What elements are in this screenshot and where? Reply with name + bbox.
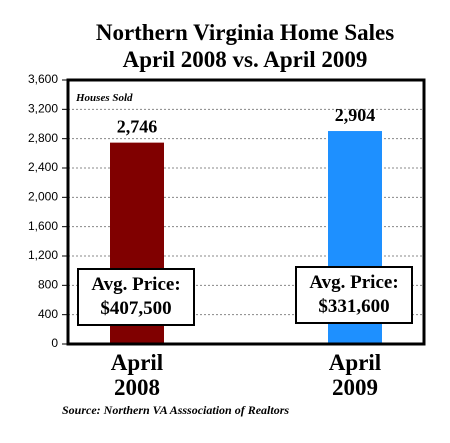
y-tick-label: 3,200 xyxy=(28,102,58,116)
y-tick-label: 800 xyxy=(38,278,58,292)
x-tick-label: April 2008 xyxy=(110,350,164,400)
y-tick-label: 0 xyxy=(51,336,58,350)
annotation-box: Avg. Price: $407,500 xyxy=(77,268,195,326)
chart-subtitle: April 2008 vs. April 2009 xyxy=(123,47,368,72)
y-tick-label: 2,000 xyxy=(28,190,58,204)
chart-title: Northern Virginia Home Sales xyxy=(96,20,394,45)
x-tick-label: April 2009 xyxy=(328,350,382,400)
y-tick-label: 1,600 xyxy=(28,219,58,233)
y-tick-label: 3,600 xyxy=(28,72,58,86)
y-axis-label: Houses Sold xyxy=(75,92,133,104)
value-label: 2,904 xyxy=(335,105,376,125)
annotation-box: Avg. Price: $331,600 xyxy=(295,266,413,324)
plot-frame xyxy=(66,78,426,346)
y-tick-label: 2,400 xyxy=(28,160,58,174)
value-label: 2,746 xyxy=(117,117,158,137)
y-tick-label: 2,800 xyxy=(28,131,58,145)
y-tick-label: 1,200 xyxy=(28,248,58,262)
source: Source: Northern VA Asssociation of Real… xyxy=(62,403,289,417)
y-tick-label: 400 xyxy=(38,307,58,321)
